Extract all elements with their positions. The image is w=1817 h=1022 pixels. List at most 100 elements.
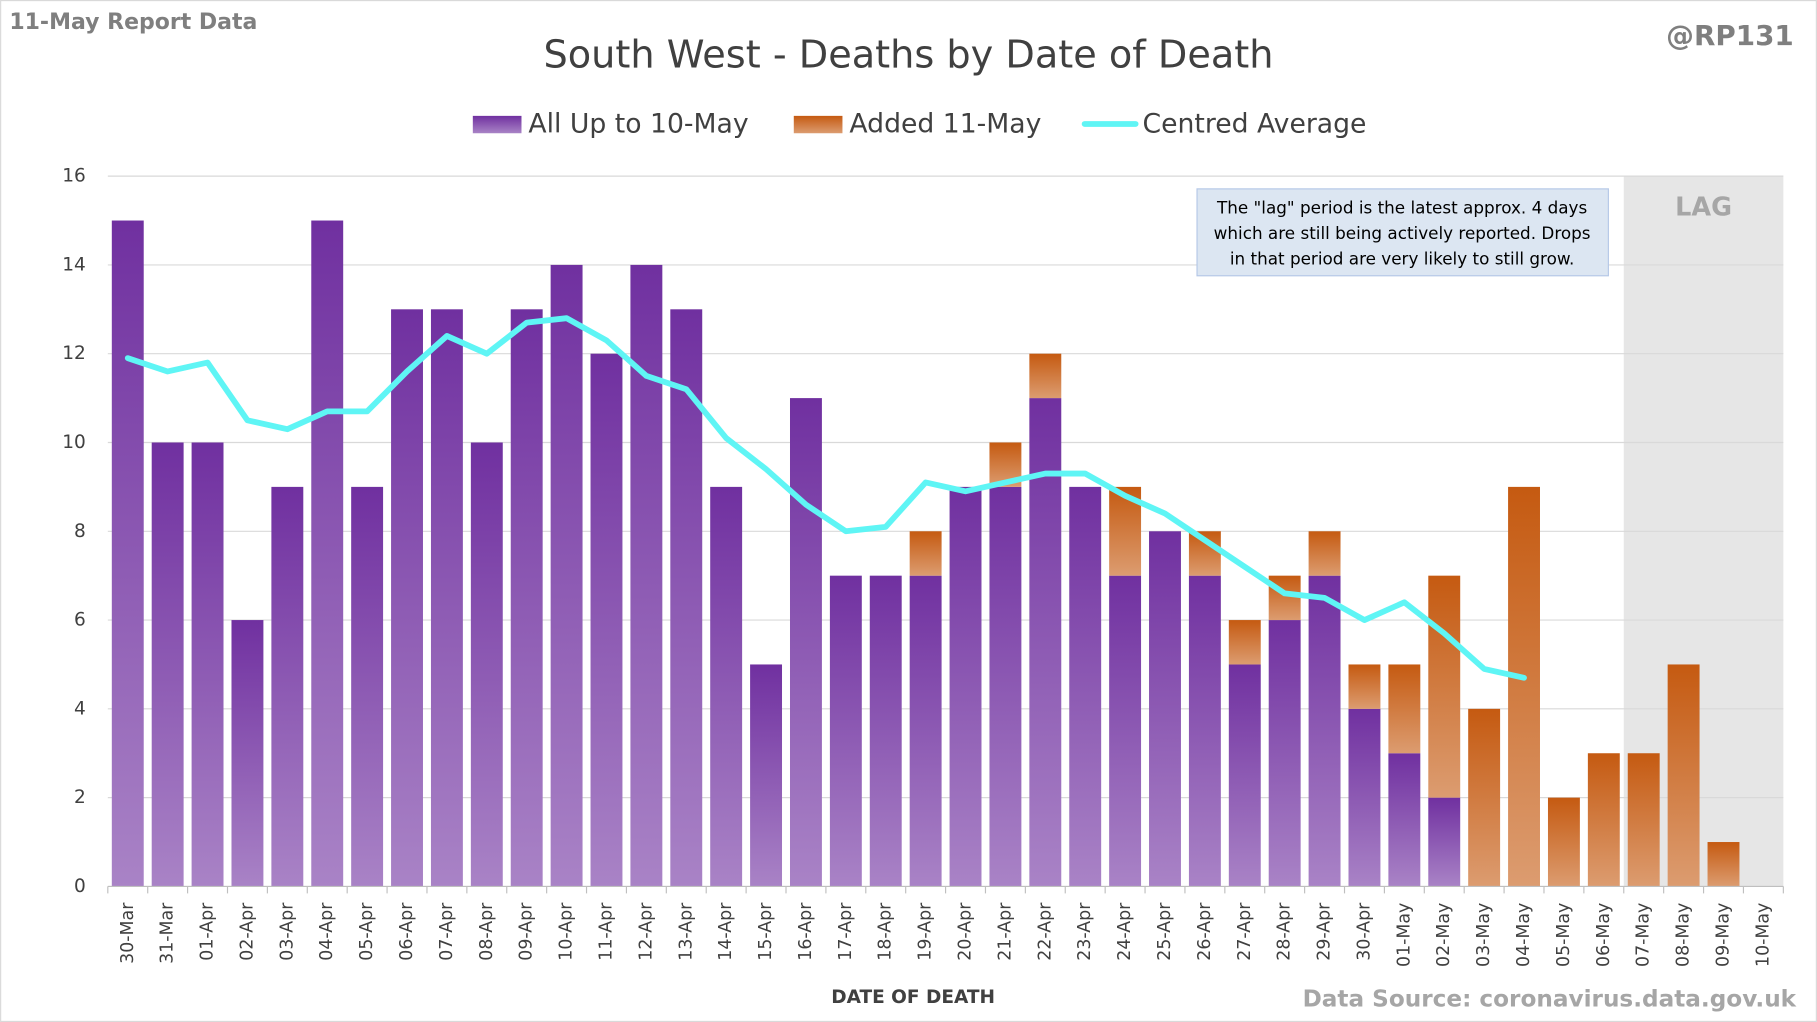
bar <box>1508 486 1540 887</box>
bar <box>1707 842 1740 887</box>
bar <box>1388 753 1421 887</box>
bar <box>510 309 543 887</box>
bar <box>111 220 144 887</box>
x-tick-label: 22-Apr <box>1035 902 1055 961</box>
x-tick-label: 14-Apr <box>716 902 736 961</box>
y-tick-label: 2 <box>74 787 86 808</box>
bar <box>351 486 384 887</box>
x-tick-label: 09-Apr <box>517 902 537 961</box>
bar <box>430 309 463 887</box>
source: Data Source: coronavirus.data.gov.uk <box>1303 985 1797 1012</box>
bar <box>1228 620 1261 665</box>
x-tick-label: 15-Apr <box>756 902 776 961</box>
bar <box>1268 575 1301 621</box>
x-tick-label: 10-Apr <box>557 902 577 961</box>
legend-label: All Up to 10-May <box>528 109 748 140</box>
bar <box>1348 664 1381 709</box>
bar <box>191 442 224 887</box>
bar <box>151 442 184 887</box>
y-tick-label: 4 <box>74 698 86 719</box>
x-tick-label: 10-May <box>1753 903 1773 967</box>
x-tick-label: 20-Apr <box>956 902 976 961</box>
bar <box>470 442 503 887</box>
bar <box>1029 353 1062 399</box>
x-tick-label: 03-May <box>1474 903 1494 967</box>
x-tick-label: 02-May <box>1434 903 1454 967</box>
bar <box>1029 398 1062 887</box>
x-tick-label: 24-Apr <box>1115 902 1135 961</box>
x-tick-label: 09-May <box>1714 903 1734 967</box>
bar <box>1069 486 1102 887</box>
chart-title: South West - Deaths by Date of Death <box>544 33 1274 77</box>
bar <box>1308 575 1341 887</box>
bar <box>1109 575 1142 887</box>
y-tick-label: 12 <box>62 343 86 364</box>
bar <box>630 264 663 887</box>
x-tick-label: 30-Apr <box>1354 902 1374 961</box>
bar <box>231 620 264 887</box>
x-tick-label: 02-Apr <box>237 902 257 961</box>
y-tick-label: 14 <box>62 254 86 275</box>
x-axis-label: DATE OF DEATH <box>831 987 995 1008</box>
bar <box>1348 708 1381 887</box>
x-tick-label: 05-Apr <box>357 902 377 961</box>
bar <box>590 353 623 887</box>
bar <box>750 664 783 887</box>
x-tick-label: 19-Apr <box>916 902 936 961</box>
x-tick-label: 13-Apr <box>676 902 696 961</box>
bar <box>789 398 822 887</box>
annotation-box <box>1196 188 1609 277</box>
x-tick-label: 28-Apr <box>1275 902 1295 961</box>
y-tick-label: 6 <box>74 610 86 631</box>
x-tick-label: 11-Apr <box>596 902 616 961</box>
x-tick-label: 05-May <box>1554 903 1574 967</box>
bar <box>1268 620 1301 887</box>
x-tick-label: 08-May <box>1674 903 1694 967</box>
bar <box>1388 664 1421 754</box>
x-tick-label: 16-Apr <box>796 902 816 961</box>
x-tick-label: 29-Apr <box>1315 902 1335 961</box>
bar <box>1308 531 1341 576</box>
legend-swatch <box>793 115 843 134</box>
x-tick-label: 04-May <box>1514 903 1534 967</box>
bar <box>670 309 703 887</box>
bar <box>550 264 583 887</box>
x-tick-label: 31-Mar <box>158 902 178 964</box>
bar <box>1667 664 1700 887</box>
bar <box>710 486 743 887</box>
bar <box>1587 753 1620 887</box>
annotation-text: which are still being actively reported.… <box>1214 223 1591 243</box>
y-tick-label: 0 <box>74 876 86 897</box>
x-tick-label: 01-May <box>1394 903 1414 967</box>
legend-label: Centred Average <box>1143 109 1367 140</box>
x-tick-label: 03-Apr <box>277 902 297 961</box>
x-tick-label: 07-Apr <box>437 902 457 961</box>
legend-label: Added 11-May <box>849 109 1041 140</box>
bar <box>869 575 902 887</box>
x-tick-label: 06-Apr <box>397 902 417 961</box>
annotation-text: The "lag" period is the latest approx. 4… <box>1216 198 1587 218</box>
bar <box>311 220 344 887</box>
bar <box>271 486 304 887</box>
bar <box>949 486 982 887</box>
x-tick-label: 12-Apr <box>636 902 656 961</box>
x-tick-label: 04-Apr <box>317 902 337 961</box>
line <box>124 315 1527 681</box>
x-tick-label: 30-Mar <box>118 902 138 964</box>
x-tick-label: 21-Apr <box>995 902 1015 961</box>
x-tick-label: 23-Apr <box>1075 902 1095 961</box>
bar <box>1188 575 1221 887</box>
x-tick-label: 07-May <box>1634 903 1654 967</box>
bar <box>909 531 942 576</box>
x-tick-label: 06-May <box>1594 903 1614 967</box>
subtitle: 11-May Report Data <box>9 10 257 35</box>
bar <box>1468 708 1501 887</box>
lag-label: LAG <box>1675 193 1732 223</box>
bar <box>989 486 1022 887</box>
x-tick-label: 01-Apr <box>198 902 218 961</box>
legend-swatch <box>472 115 522 134</box>
bar <box>1547 797 1580 887</box>
y-tick-label: 10 <box>62 432 86 453</box>
bar <box>909 575 942 887</box>
